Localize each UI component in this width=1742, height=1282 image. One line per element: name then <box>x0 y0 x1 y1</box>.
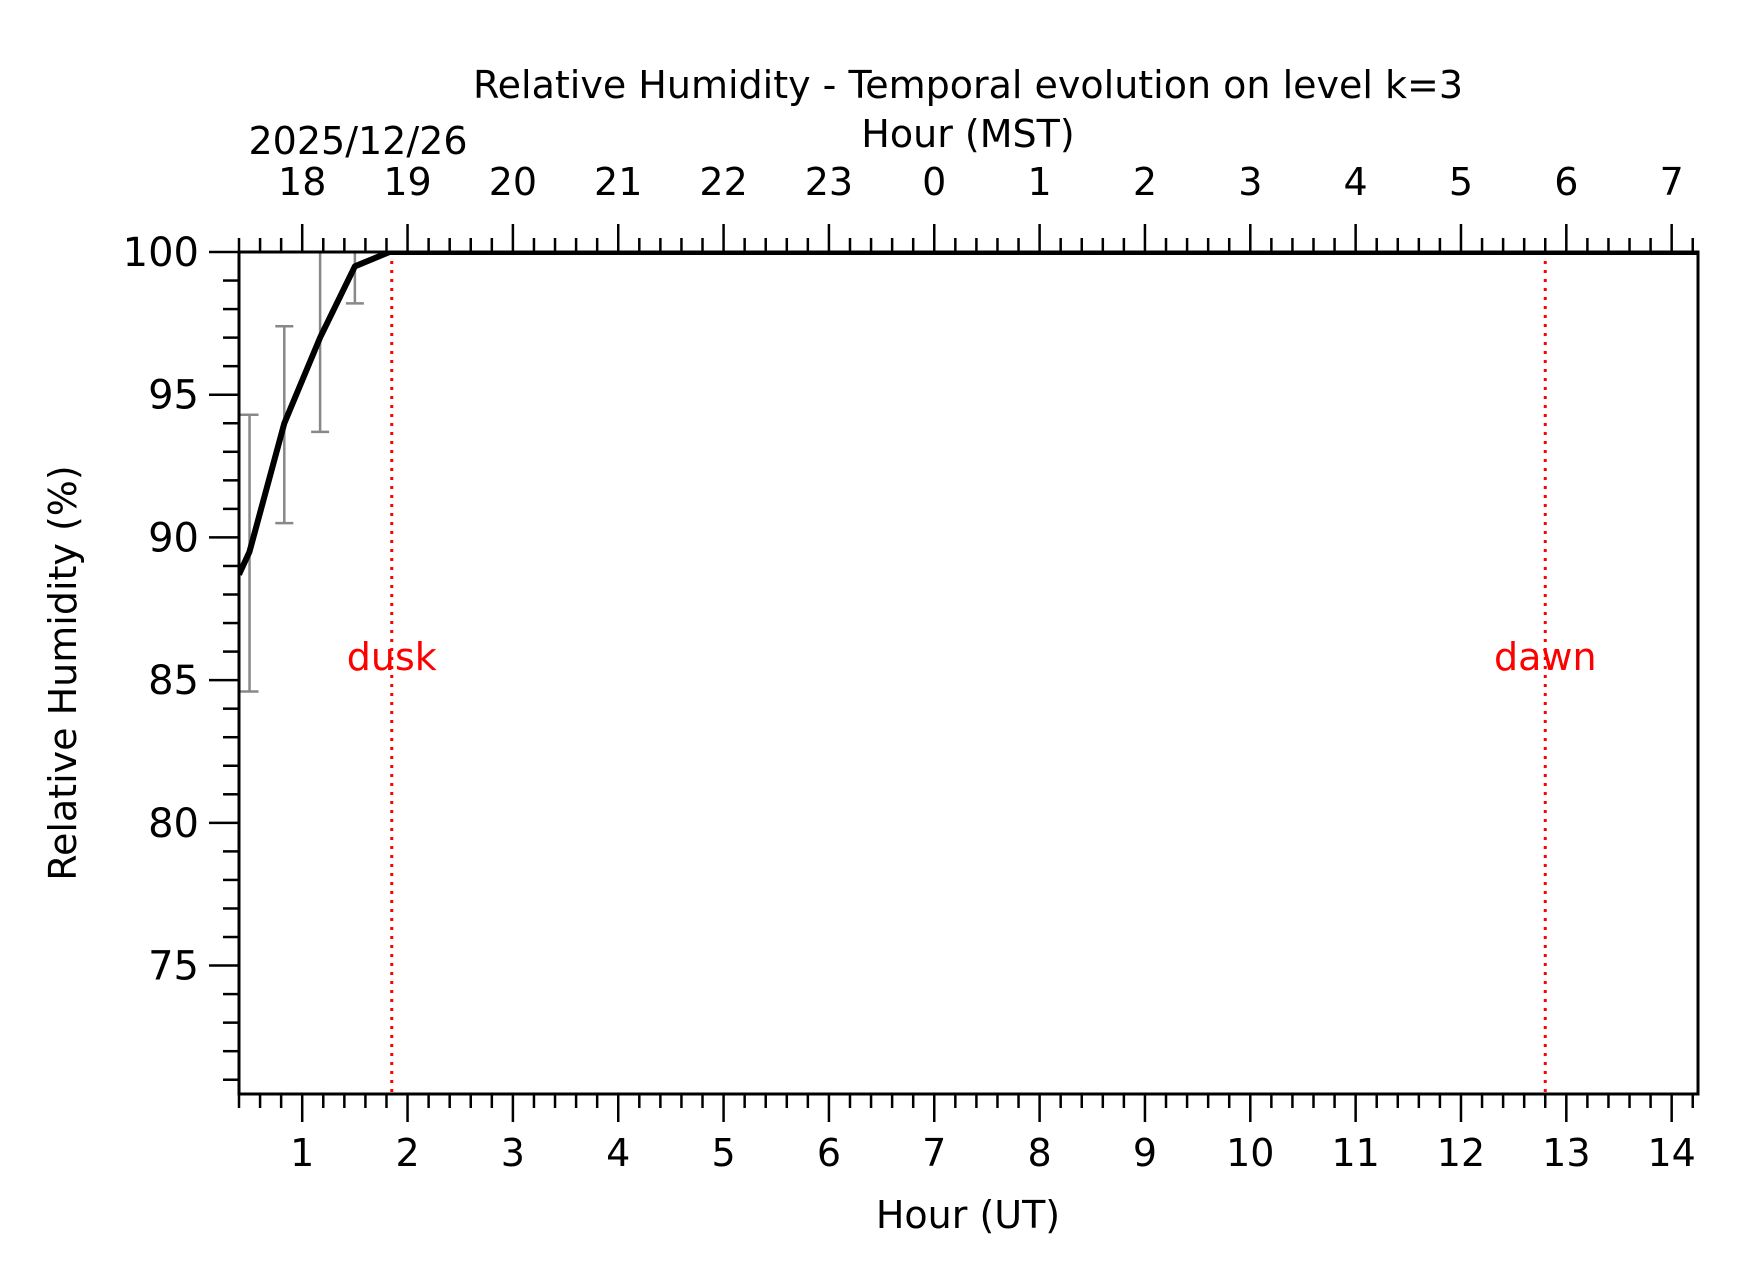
marker-label-dawn: dawn <box>1494 635 1597 679</box>
x-top-tick-label: 22 <box>699 160 747 204</box>
x-top-tick-label: 4 <box>1344 160 1368 204</box>
x-top-tick-label: 6 <box>1554 160 1578 204</box>
x-bottom-tick-label: 10 <box>1226 1131 1274 1175</box>
x-bottom-tick-label: 1 <box>290 1131 314 1175</box>
x-top-tick-label: 21 <box>594 160 642 204</box>
marker-label-dusk: dusk <box>347 635 437 679</box>
x-top-tick-label: 0 <box>922 160 946 204</box>
x-top-tick-label: 23 <box>805 160 853 204</box>
x-bottom-tick-label: 6 <box>817 1131 841 1175</box>
x-bottom-tick-label: 3 <box>501 1131 525 1175</box>
x-bottom-tick-label: 13 <box>1542 1131 1590 1175</box>
y-tick-label: 90 <box>148 515 199 561</box>
x-bottom-tick-label: 9 <box>1133 1131 1157 1175</box>
x-top-tick-label: 19 <box>383 160 431 204</box>
x-bottom-tick-label: 4 <box>606 1131 630 1175</box>
x-axis-bottom-label: Hour (UT) <box>876 1193 1060 1237</box>
x-top-tick-label: 3 <box>1238 160 1262 204</box>
y-tick-label: 80 <box>148 801 199 847</box>
chart-title: Relative Humidity - Temporal evolution o… <box>473 63 1463 107</box>
x-bottom-tick-label: 12 <box>1437 1131 1485 1175</box>
date-label: 2025/12/26 <box>248 119 467 163</box>
x-top-tick-label: 7 <box>1660 160 1684 204</box>
x-bottom-tick-label: 2 <box>395 1131 419 1175</box>
y-tick-label: 100 <box>123 230 199 276</box>
series-line <box>239 252 1698 576</box>
x-top-tick-label: 1 <box>1028 160 1052 204</box>
x-top-tick-label: 2 <box>1133 160 1157 204</box>
x-top-tick-label: 20 <box>489 160 537 204</box>
plot-frame <box>237 250 1700 1096</box>
x-bottom-tick-label: 7 <box>922 1131 946 1175</box>
x-top-tick-label: 18 <box>278 160 326 204</box>
x-bottom-tick-label: 8 <box>1028 1131 1052 1175</box>
y-axis-label: Relative Humidity (%) <box>41 465 85 880</box>
x-bottom-tick-label: 5 <box>711 1131 735 1175</box>
y-tick-label: 95 <box>148 373 199 419</box>
y-tick-label: 85 <box>148 658 199 704</box>
y-tick-label: 75 <box>148 944 199 990</box>
x-bottom-tick-label: 11 <box>1331 1131 1379 1175</box>
x-top-tick-label: 5 <box>1449 160 1473 204</box>
x-bottom-tick-label: 14 <box>1647 1131 1695 1175</box>
x-axis-top-label: Hour (MST) <box>861 112 1074 156</box>
